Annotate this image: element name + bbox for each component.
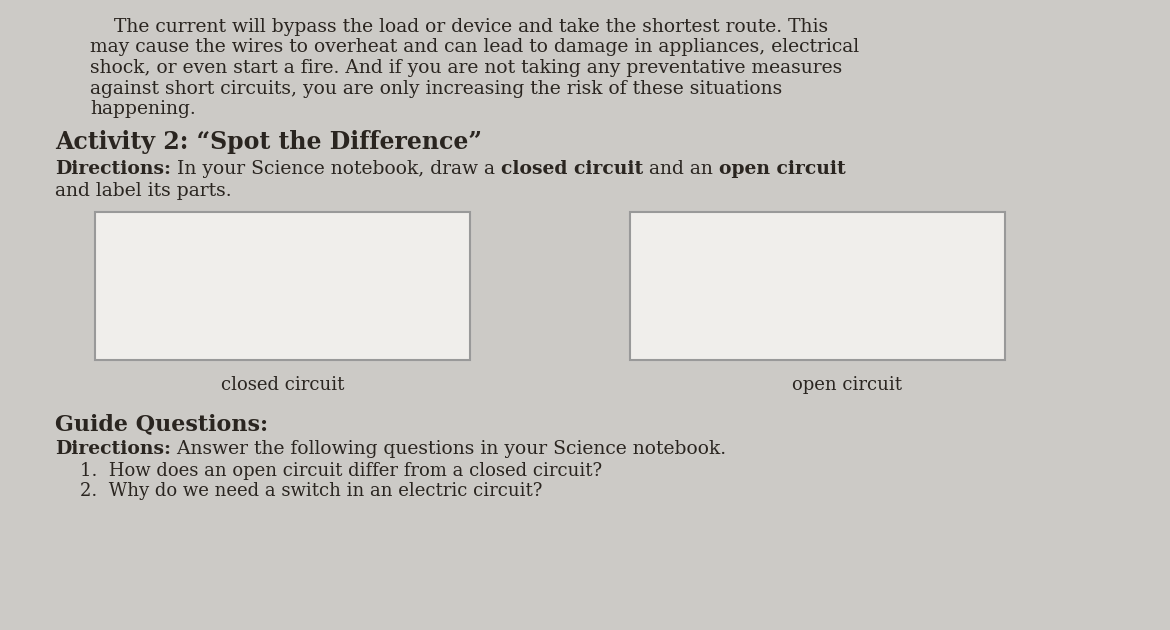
Text: happening.: happening. xyxy=(90,100,195,118)
Text: Guide Questions:: Guide Questions: xyxy=(55,413,268,435)
Text: shock, or even start a fire. And if you are not taking any preventative measures: shock, or even start a fire. And if you … xyxy=(90,59,842,77)
Text: Activity 2: “Spot the Difference”: Activity 2: “Spot the Difference” xyxy=(55,130,482,154)
Text: may cause the wires to overheat and can lead to damage in appliances, electrical: may cause the wires to overheat and can … xyxy=(90,38,859,57)
Text: 2.  Why do we need a switch in an electric circuit?: 2. Why do we need a switch in an electri… xyxy=(80,481,543,500)
Text: The current will bypass the load or device and take the shortest route. This: The current will bypass the load or devi… xyxy=(90,18,828,36)
Bar xyxy=(95,212,470,360)
Text: open circuit: open circuit xyxy=(720,161,846,178)
Text: 1.  How does an open circuit differ from a closed circuit?: 1. How does an open circuit differ from … xyxy=(80,462,603,479)
Text: and label its parts.: and label its parts. xyxy=(55,181,232,200)
Bar xyxy=(629,212,1005,360)
Text: closed circuit: closed circuit xyxy=(221,375,344,394)
Text: In your Science notebook, draw a: In your Science notebook, draw a xyxy=(171,161,501,178)
Text: Directions:: Directions: xyxy=(55,161,171,178)
Text: open circuit: open circuit xyxy=(792,375,902,394)
Text: closed circuit: closed circuit xyxy=(501,161,644,178)
Text: Answer the following questions in your Science notebook.: Answer the following questions in your S… xyxy=(171,440,727,457)
Text: Directions:: Directions: xyxy=(55,440,171,457)
Text: against short circuits, you are only increasing the risk of these situations: against short circuits, you are only inc… xyxy=(90,79,783,98)
Text: and an: and an xyxy=(644,161,720,178)
